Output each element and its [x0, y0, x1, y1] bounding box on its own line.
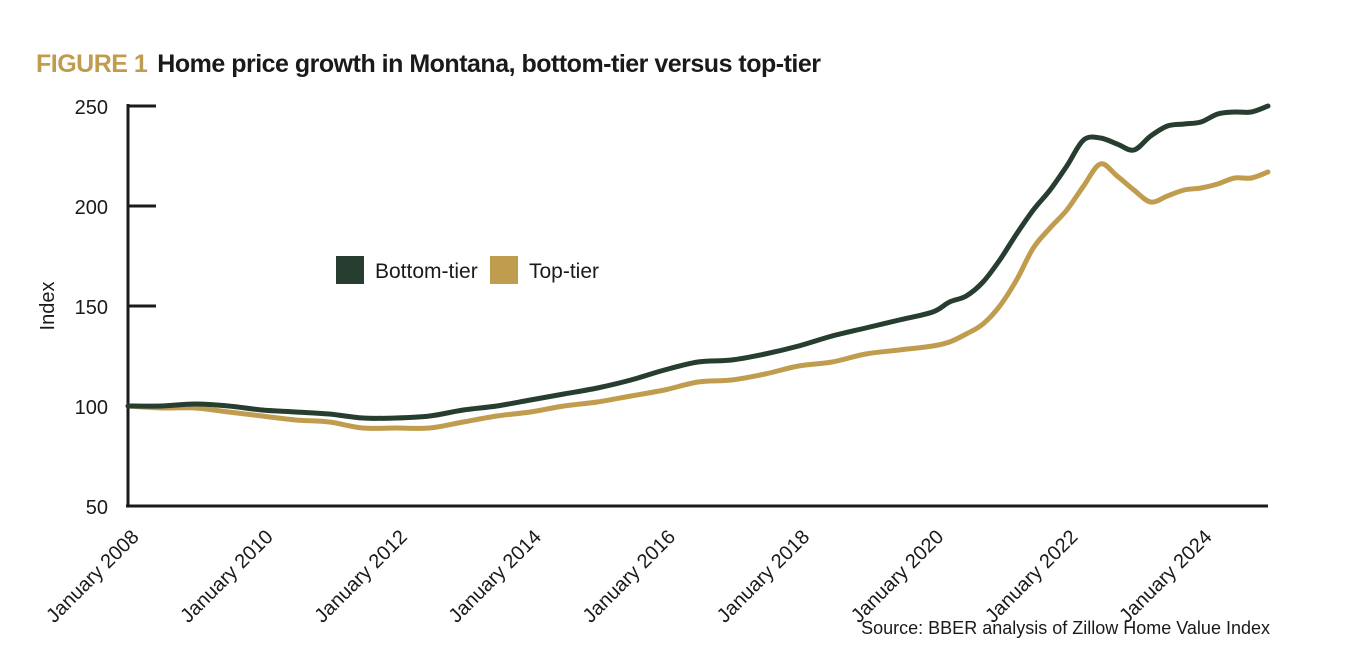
series-line-bottom-tier: [125, 103, 1271, 421]
figure-label: FIGURE 1: [36, 50, 148, 78]
series-layer: [125, 103, 1271, 431]
legend-swatch: [490, 256, 518, 284]
y-tick-label: 150: [75, 297, 108, 319]
legend: Bottom-tier Top-tier: [336, 256, 599, 284]
x-tick-label: January 2024: [1115, 526, 1216, 627]
figure-title: FIGURE 1 Home price growth in Montana, bo…: [36, 50, 821, 79]
y-tick-label: 50: [86, 497, 108, 519]
y-tick-label: 250: [75, 97, 108, 119]
x-tick-label: January 2016: [579, 526, 680, 627]
legend-swatch: [336, 256, 364, 284]
figure-title-text: Home price growth in Montana, bottom-tie…: [157, 50, 821, 78]
x-axis: January 2008 January 2010 January 2012 Janu…: [42, 504, 1268, 627]
y-axis-title: Index: [37, 282, 59, 331]
x-tick-label: January 2014: [445, 526, 546, 627]
source-note: Source: BBER analysis of Zillow Home Val…: [861, 618, 1270, 638]
x-tick-label: January 2010: [176, 526, 277, 627]
y-tick-label: 200: [75, 197, 108, 219]
x-tick-label: January 2020: [847, 526, 948, 627]
x-tick-label: January 2018: [713, 526, 814, 627]
legend-label: Bottom-tier: [375, 260, 478, 283]
x-tick-label: January 2022: [981, 526, 1082, 627]
series-line-top-tier: [125, 161, 1271, 431]
y-tick-label: 100: [75, 397, 108, 419]
x-tick-label: January 2008: [42, 526, 143, 627]
legend-label: Top-tier: [529, 260, 599, 283]
x-tick-label: January 2012: [311, 526, 412, 627]
y-axis: 50 100 150 200 250: [75, 97, 156, 519]
